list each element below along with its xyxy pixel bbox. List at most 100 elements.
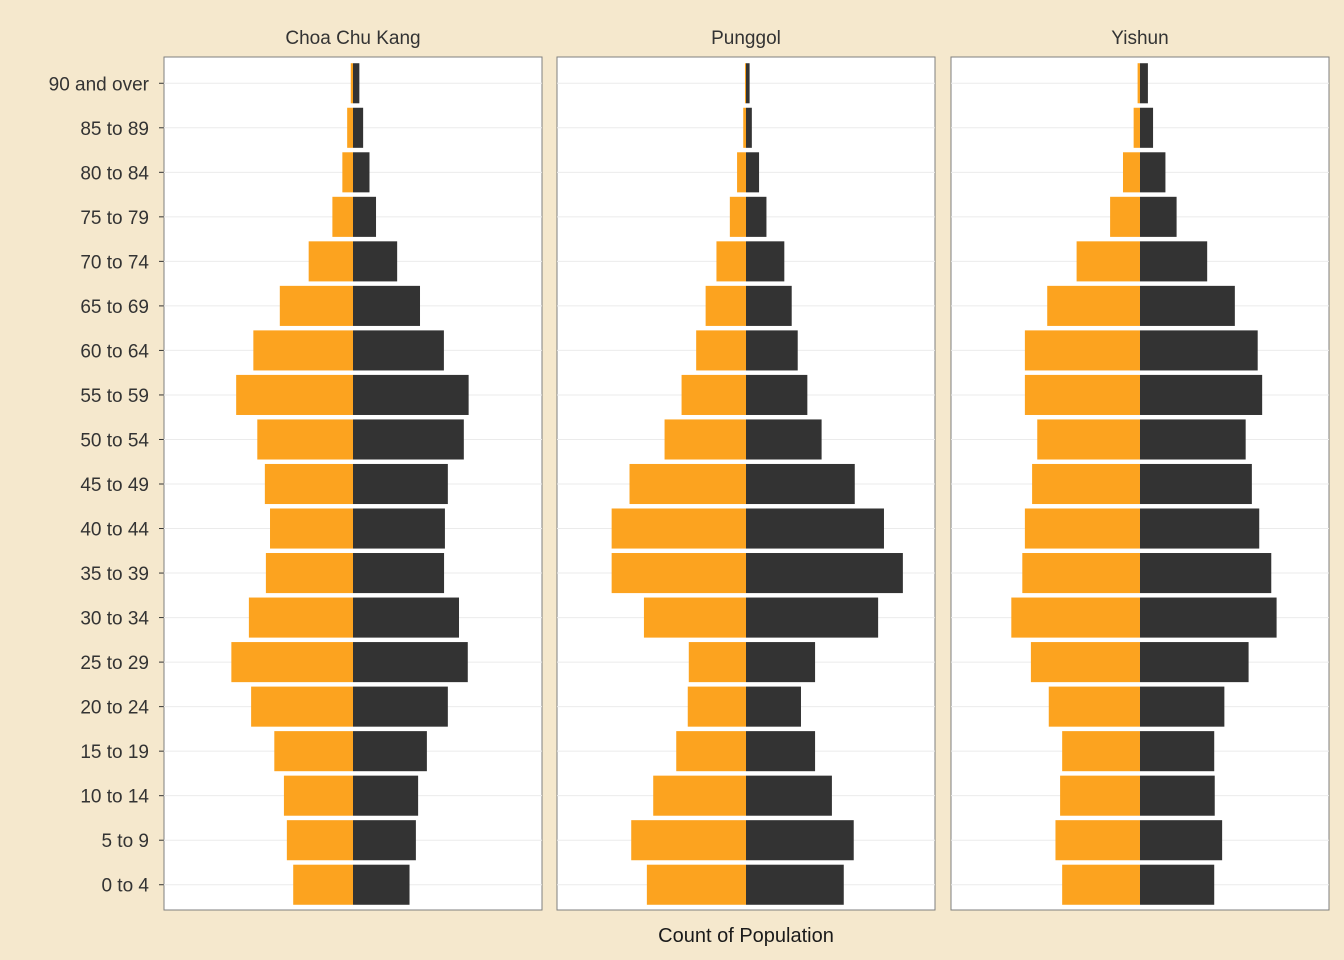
bar-right [746,686,801,727]
y-tick-label: 15 to 19 [80,742,149,763]
bar-left [251,686,353,727]
facet-panel: Choa Chu Kang [163,28,543,911]
bar-right [1140,63,1148,104]
bar-left [283,775,353,816]
bar-left [274,731,353,772]
bar-right [746,196,767,237]
bar-left [1060,775,1140,816]
y-tick-label: 10 to 14 [80,787,149,808]
bar-left [1076,241,1140,282]
bar-left [716,241,746,282]
y-tick-label: 55 to 59 [80,386,149,407]
bar-left [1055,820,1140,861]
y-tick-label: 75 to 79 [80,208,149,229]
y-tick-label: 30 to 34 [80,609,149,630]
bar-left [1024,330,1140,371]
bar-left [350,63,353,104]
bar-right [1140,775,1215,816]
y-tick-label: 70 to 74 [80,252,149,273]
bar-left [1122,152,1140,193]
bar-left [1022,553,1140,594]
bar-left [743,107,746,148]
bar-left [611,553,746,594]
bar-right [1140,553,1272,594]
y-tick-label: 80 to 84 [80,163,149,184]
bar-left [729,196,746,237]
bar-left [1137,63,1140,104]
bar-left [688,642,746,683]
y-tick-label: 5 to 9 [101,831,149,852]
bar-left [1062,864,1140,905]
y-tick-label: 90 and over [49,74,150,95]
bar-right [746,107,752,148]
bar-left [264,463,353,505]
bar-left [253,330,353,371]
bar-right [746,864,844,905]
bar-left [236,374,353,415]
bar-right [1140,285,1235,326]
bar-left [687,686,746,727]
bar-right [746,642,816,683]
bar-right [746,330,798,371]
bar-right [746,597,879,638]
bar-right [746,731,816,772]
bar-right [353,63,360,104]
bar-right [746,553,903,594]
bar-left [286,820,353,861]
bar-right [1140,686,1225,727]
bar-right [353,107,364,148]
bar-right [1140,107,1154,148]
bar-left [681,374,746,415]
bar-right [746,374,808,415]
bar-right [353,463,448,505]
bar-left [705,285,746,326]
bar-left [653,775,746,816]
bar-left [308,241,353,282]
bar-left [279,285,353,326]
bar-left [270,508,353,549]
bar-left [1062,731,1140,772]
bar-left [1110,196,1140,237]
y-tick-label: 0 to 4 [101,876,149,897]
bar-right [1140,820,1223,861]
bar-right [1140,196,1177,237]
bar-right [746,152,760,193]
x-axis-title: Count of Population [658,925,834,947]
bar-right [1140,731,1215,772]
bar-right [353,285,421,326]
bar-left [696,330,746,371]
bar-left [664,419,746,460]
bar-left [342,152,353,193]
bar-left [265,553,353,594]
facet-panels: Choa Chu Kang Punggol Yishun [163,28,1330,911]
bar-right [353,374,469,415]
facet-title: Choa Chu Kang [285,28,420,49]
bar-left [1037,419,1140,460]
bar-left [1011,597,1140,638]
bar-right [1140,152,1166,193]
bar-right [746,508,884,549]
y-tick-label: 65 to 69 [80,297,149,318]
bar-left [1048,686,1140,727]
bar-right [353,731,427,772]
bar-right [1140,864,1215,905]
y-tick-label: 35 to 39 [80,564,149,585]
y-tick-label: 85 to 89 [80,119,149,140]
bar-left [643,597,746,638]
bar-right [1140,463,1252,505]
bar-left [1030,642,1140,683]
bar-left [1024,374,1140,415]
bar-left [332,196,353,237]
bar-right [1140,330,1258,371]
facet-panel: Yishun [950,28,1330,911]
bar-right [353,864,410,905]
bar-left [1032,463,1140,505]
bar-right [353,820,416,861]
y-tick-label: 40 to 44 [80,520,149,541]
bar-right [353,775,419,816]
bar-right [746,285,792,326]
bar-right [1140,597,1277,638]
y-tick-label: 25 to 29 [80,653,149,674]
bar-right [353,241,398,282]
